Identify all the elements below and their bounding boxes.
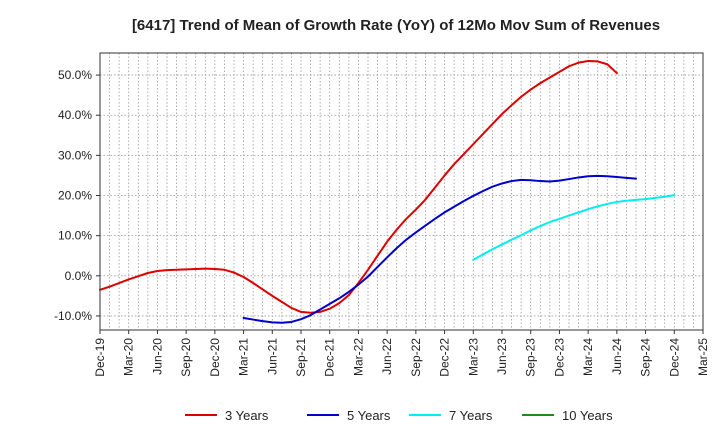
x-tick-label: Sep-23 [524, 338, 538, 377]
x-tick-label: Sep-22 [409, 338, 423, 377]
chart-title: [6417] Trend of Mean of Growth Rate (YoY… [132, 17, 660, 34]
series-line-7-years [472, 194, 676, 261]
x-tick-label: Dec-24 [667, 338, 681, 377]
x-tick-label: Mar-22 [351, 338, 365, 376]
y-tick-label: 50.0% [58, 68, 92, 82]
y-tick-label: 20.0% [58, 189, 92, 203]
x-tick-label: Sep-21 [294, 338, 308, 377]
y-tick-label: 0.0% [65, 269, 93, 283]
x-tick-label: Dec-22 [438, 338, 452, 377]
legend-label: 10 Years [562, 408, 613, 423]
x-tick-label: Dec-23 [552, 338, 566, 377]
x-tick-label: Jun-22 [380, 338, 394, 375]
series-line-3-years [99, 60, 618, 314]
series-lines [99, 60, 676, 324]
y-tick-label: 10.0% [58, 229, 92, 243]
y-tick-label: 30.0% [58, 148, 92, 162]
x-tick-label: Sep-24 [639, 338, 653, 377]
legend-label: 5 Years [347, 408, 391, 423]
x-tick-label: Jun-21 [265, 338, 279, 375]
x-tick-label: Mar-25 [696, 338, 710, 376]
x-tick-label: Sep-20 [179, 338, 193, 377]
legend-label: 3 Years [225, 408, 269, 423]
x-tick-label: Dec-21 [323, 338, 337, 377]
x-tick-label: Dec-20 [208, 338, 222, 377]
x-tick-label: Mar-20 [122, 338, 136, 376]
y-tick-label: 40.0% [58, 108, 92, 122]
plot-area [100, 53, 703, 330]
y-tick-label: -10.0% [54, 309, 92, 323]
x-tick-label: Dec-19 [93, 338, 107, 377]
x-tick-label: Jun-20 [150, 338, 164, 375]
x-tick-label: Mar-23 [466, 338, 480, 376]
x-tick-label: Mar-21 [237, 338, 251, 376]
series-line-5-years [242, 174, 637, 324]
legend-label: 7 Years [449, 408, 493, 423]
axes: -10.0% 0.0% 10.0% 20.0% 30.0% 40.0% 50.0% Dec-1… [54, 52, 710, 377]
plot-border [99, 52, 704, 331]
x-tick-label: Jun-24 [610, 338, 624, 375]
x-tick-label: Jun-23 [495, 338, 509, 375]
plot-background [100, 53, 703, 330]
grid-lines [99, 53, 704, 330]
legend: 3 Years 5 Years 7 Years 10 Years [185, 408, 613, 423]
x-tick-label: Mar-24 [581, 338, 595, 376]
